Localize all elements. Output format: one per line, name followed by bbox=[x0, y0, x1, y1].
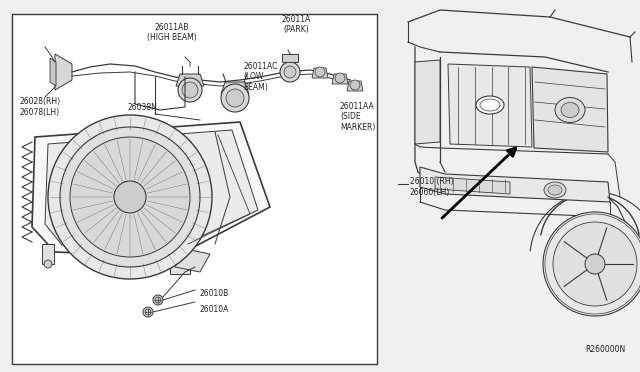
Polygon shape bbox=[170, 254, 190, 274]
Circle shape bbox=[350, 80, 360, 90]
Polygon shape bbox=[532, 67, 608, 152]
Polygon shape bbox=[221, 82, 249, 94]
Polygon shape bbox=[312, 68, 328, 78]
Polygon shape bbox=[332, 74, 348, 84]
Circle shape bbox=[60, 127, 200, 267]
Circle shape bbox=[284, 66, 296, 78]
Circle shape bbox=[145, 309, 151, 315]
Text: 26010B: 26010B bbox=[200, 289, 229, 298]
Circle shape bbox=[543, 212, 640, 316]
Circle shape bbox=[44, 260, 52, 268]
Circle shape bbox=[178, 78, 202, 102]
Text: 26010A: 26010A bbox=[200, 305, 229, 314]
Text: 26011AB
(HIGH BEAM): 26011AB (HIGH BEAM) bbox=[147, 23, 197, 42]
Ellipse shape bbox=[555, 97, 585, 122]
Circle shape bbox=[48, 115, 212, 279]
Circle shape bbox=[315, 67, 325, 77]
Text: 26011AC
(LOW
BEAM): 26011AC (LOW BEAM) bbox=[243, 62, 277, 92]
Circle shape bbox=[70, 137, 190, 257]
Circle shape bbox=[335, 73, 345, 83]
Text: 26010 (RH)
26060(LH): 26010 (RH) 26060(LH) bbox=[410, 177, 454, 197]
Polygon shape bbox=[32, 122, 270, 257]
Polygon shape bbox=[448, 64, 532, 147]
Polygon shape bbox=[42, 244, 54, 264]
Polygon shape bbox=[420, 167, 610, 202]
Circle shape bbox=[155, 297, 161, 303]
Polygon shape bbox=[50, 58, 56, 86]
Circle shape bbox=[280, 62, 300, 82]
Circle shape bbox=[221, 84, 249, 112]
Text: 26038N: 26038N bbox=[128, 103, 158, 112]
Ellipse shape bbox=[476, 96, 504, 114]
Polygon shape bbox=[415, 60, 440, 144]
Polygon shape bbox=[175, 249, 210, 272]
Ellipse shape bbox=[548, 185, 562, 195]
Polygon shape bbox=[55, 54, 72, 90]
Circle shape bbox=[553, 222, 637, 306]
Polygon shape bbox=[435, 177, 510, 194]
Polygon shape bbox=[347, 81, 363, 91]
Circle shape bbox=[153, 295, 163, 305]
Text: 26011A
(PARK): 26011A (PARK) bbox=[282, 15, 310, 34]
FancyBboxPatch shape bbox=[12, 14, 377, 364]
Text: 26028(RH)
26078(LH): 26028(RH) 26078(LH) bbox=[20, 97, 61, 117]
Polygon shape bbox=[176, 74, 204, 86]
Circle shape bbox=[182, 82, 198, 98]
Ellipse shape bbox=[544, 182, 566, 198]
Polygon shape bbox=[45, 130, 258, 250]
Circle shape bbox=[114, 181, 146, 213]
Polygon shape bbox=[282, 54, 298, 62]
Text: R260000N: R260000N bbox=[585, 345, 625, 354]
Polygon shape bbox=[68, 134, 252, 242]
Circle shape bbox=[585, 254, 605, 274]
Circle shape bbox=[226, 89, 244, 107]
Text: 26011AA
(SIDE
MARKER): 26011AA (SIDE MARKER) bbox=[340, 102, 376, 132]
Ellipse shape bbox=[561, 103, 579, 118]
Circle shape bbox=[143, 307, 153, 317]
